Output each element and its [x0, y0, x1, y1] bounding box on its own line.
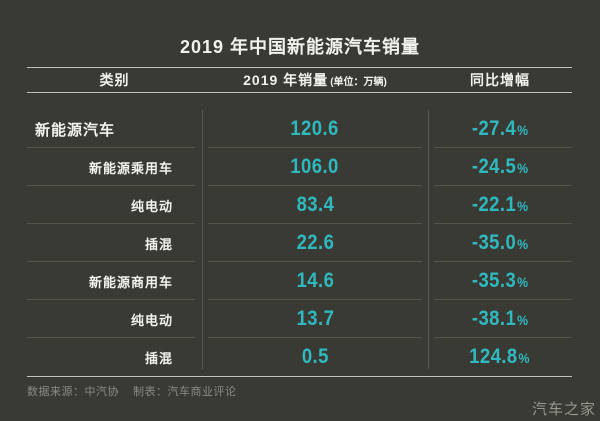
table-row: 新能源汽车 120.6 -27.4%: [27, 110, 572, 148]
row-yoy: -27.4%: [472, 117, 529, 141]
row-category-label: 新能源汽车: [35, 121, 116, 139]
row-percent-sign: %: [516, 274, 529, 290]
table-row: 插混 22.6 -35.0%: [27, 224, 572, 262]
row-yoy-value: -35.0: [471, 231, 517, 254]
row-category-label: 新能源商用车: [88, 274, 173, 290]
row-sales-value: 120.6: [290, 117, 340, 140]
row-category-label: 纯电动: [130, 198, 173, 214]
row-yoy: 124.8%: [470, 345, 531, 369]
row-category-label: 插混: [144, 236, 173, 252]
row-yoy-value: -38.1: [471, 307, 517, 330]
table-row: 纯电动 83.4 -22.1%: [27, 186, 572, 224]
row-percent-sign: %: [518, 350, 531, 366]
row-percent-sign: %: [516, 236, 529, 252]
column-divider-1: [202, 110, 203, 369]
column-divider-2: [428, 110, 429, 369]
sales-table: 类别 2019 年销量 (单位：万辆) 同比增幅 新能源汽车 120.6 -27.…: [27, 67, 572, 377]
table-credit-label: 制表：汽车商业评论: [133, 386, 237, 398]
header-sales-unit: (单位：万辆): [330, 77, 387, 88]
header-sales-label: 2019 年销量: [243, 72, 329, 88]
row-yoy-value: -27.4: [471, 117, 517, 140]
header-yoy: 同比增幅: [470, 72, 530, 88]
table-row: 纯电动 13.7 -38.1%: [27, 300, 572, 338]
row-category-label: 纯电动: [130, 312, 173, 328]
row-percent-sign: %: [516, 198, 529, 214]
row-yoy: -24.5%: [472, 155, 529, 179]
row-sales-value: 22.6: [296, 231, 334, 254]
watermark-logo: 汽车之家: [531, 401, 596, 418]
row-sales-value: 13.7: [296, 307, 334, 330]
header-category: 类别: [99, 72, 130, 88]
table-header-row: 类别 2019 年销量 (单位：万辆) 同比增幅: [27, 67, 572, 93]
row-percent-sign: %: [516, 312, 529, 328]
row-percent-sign: %: [516, 122, 529, 138]
row-yoy-value: -24.5: [471, 155, 517, 178]
row-category-label: 插混: [144, 350, 173, 366]
page-title: 2019 年中国新能源汽车销量: [179, 37, 421, 57]
row-sales-value: 106.0: [290, 155, 340, 178]
row-yoy: -35.0%: [472, 231, 529, 255]
table-row: 插混 0.5 124.8%: [27, 338, 572, 376]
row-category-label: 新能源乘用车: [88, 160, 173, 176]
row-sales-value: 0.5: [301, 345, 329, 368]
row-yoy-value: -35.3: [471, 269, 517, 292]
data-source-label: 数据来源：中汽协: [27, 386, 119, 398]
row-sales-value: 83.4: [296, 193, 334, 216]
row-yoy-value: -22.1: [471, 193, 517, 216]
row-sales-value: 14.6: [296, 269, 334, 292]
row-yoy-value: 124.8: [469, 345, 519, 368]
row-percent-sign: %: [516, 160, 529, 176]
row-yoy: -22.1%: [472, 193, 529, 217]
row-yoy: -38.1%: [472, 307, 529, 331]
table-row: 新能源乘用车 106.0 -24.5%: [27, 148, 572, 186]
table-body: 新能源汽车 120.6 -27.4% 新能源乘用车 106.0 -24.5% 纯…: [27, 110, 572, 377]
footer-credits: 数据来源：中汽协 制表：汽车商业评论: [27, 383, 251, 399]
header-sales: 2019 年销量 (单位：万辆): [202, 70, 428, 90]
table-row: 新能源商用车 14.6 -35.3%: [27, 262, 572, 300]
row-yoy: -35.3%: [472, 269, 529, 293]
